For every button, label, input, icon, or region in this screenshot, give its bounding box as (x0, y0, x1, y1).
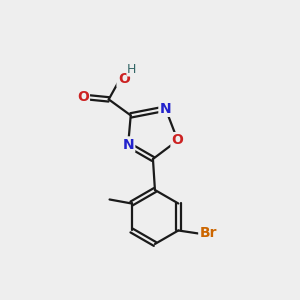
Text: O: O (172, 133, 184, 147)
Text: Br: Br (200, 226, 217, 241)
Text: N: N (122, 138, 134, 152)
Text: N: N (160, 102, 171, 116)
Text: H: H (127, 63, 136, 76)
Text: O: O (118, 72, 130, 86)
Text: O: O (77, 90, 89, 104)
